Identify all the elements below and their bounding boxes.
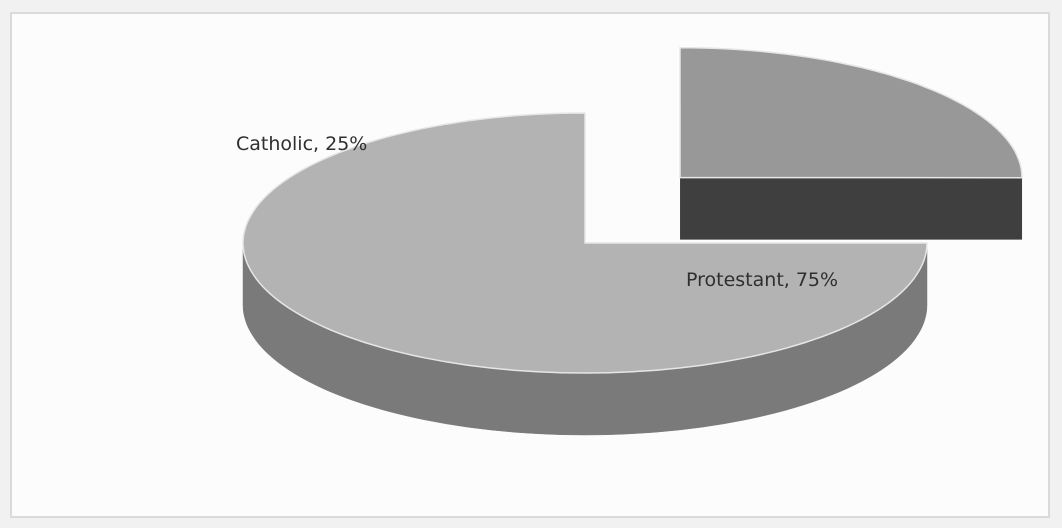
slice-label-protestant: Protestant, 75%	[686, 269, 838, 291]
pie-slice-protestant	[242, 112, 928, 436]
pie-slice-catholic	[679, 46, 1023, 240]
slice-label-catholic: Catholic, 25%	[236, 133, 367, 155]
pie-slices	[242, 46, 1023, 436]
pie-top-protestant	[242, 112, 928, 374]
pie-top-catholic	[679, 46, 1023, 179]
pie-wall-catholic	[680, 177, 1023, 240]
